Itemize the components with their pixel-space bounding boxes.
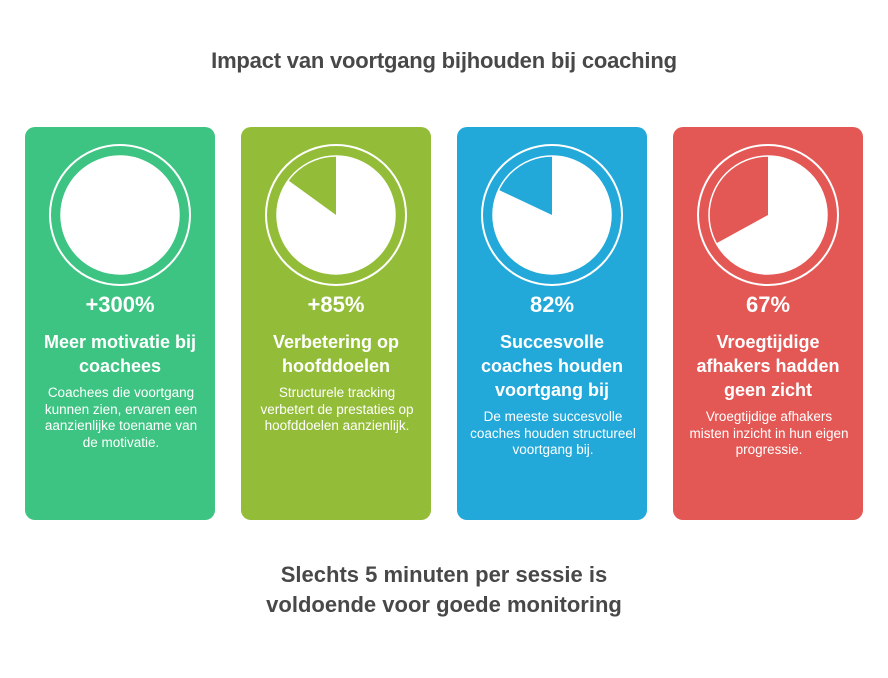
stat-heading: Succesvolle coaches houden voortgang bij… (469, 330, 636, 459)
stat-card-dropouts: 67% Vroegtijdige afhakers hadden geen zi… (673, 127, 863, 520)
page-title: Impact van voortgang bijhouden bij coach… (211, 48, 677, 73)
stat-heading: Verbetering op hoofddoelen Structurele t… (253, 330, 419, 435)
stat-card-successful-coaches: 82% Succesvolle coaches houden voortgang… (457, 127, 647, 520)
pie-chart-icon (49, 144, 191, 286)
footer-note: Slechts 5 minuten per sessie is voldoend… (0, 560, 888, 620)
pie-chart-icon (481, 144, 623, 286)
stat-value: +300% (85, 292, 155, 317)
stat-heading-text: Vroegtijdige afhakers hadden geen zicht (696, 332, 840, 400)
stat-value: +85% (307, 292, 365, 317)
footer-line-2: voldoende voor goede monitoring (266, 592, 622, 617)
stat-description: Coachees die voortgang kunnen zien, erva… (44, 385, 198, 450)
stat-heading-text: Succesvolle coaches houden voortgang bij (480, 332, 624, 400)
stat-cards: +300% Meer motivatie bij coachees Coache… (25, 127, 863, 520)
stat-heading: Vroegtijdige afhakers hadden geen zicht … (685, 330, 851, 459)
pie-chart-icon (265, 144, 407, 286)
stat-card-motivation: +300% Meer motivatie bij coachees Coache… (25, 127, 215, 520)
stat-value: 67% (745, 292, 791, 317)
stat-value: 82% (529, 292, 575, 317)
stat-heading: Meer motivatie bij coachees Coachees die… (37, 330, 203, 451)
stat-card-goals: +85% Verbetering op hoofddoelen Structur… (241, 127, 431, 520)
pie-chart-icon (697, 144, 839, 286)
stat-description: De meeste succesvolle coaches houden str… (470, 409, 636, 457)
stat-heading-text: Verbetering op hoofddoelen (272, 332, 400, 376)
footer-line-1: Slechts 5 minuten per sessie is (280, 562, 608, 587)
stat-description: Vroegtijdige afhakers misten inzicht in … (689, 409, 849, 457)
stat-description: Structurele tracking verbetert de presta… (260, 385, 414, 433)
stat-heading-text: Meer motivatie bij coachees (43, 332, 197, 376)
